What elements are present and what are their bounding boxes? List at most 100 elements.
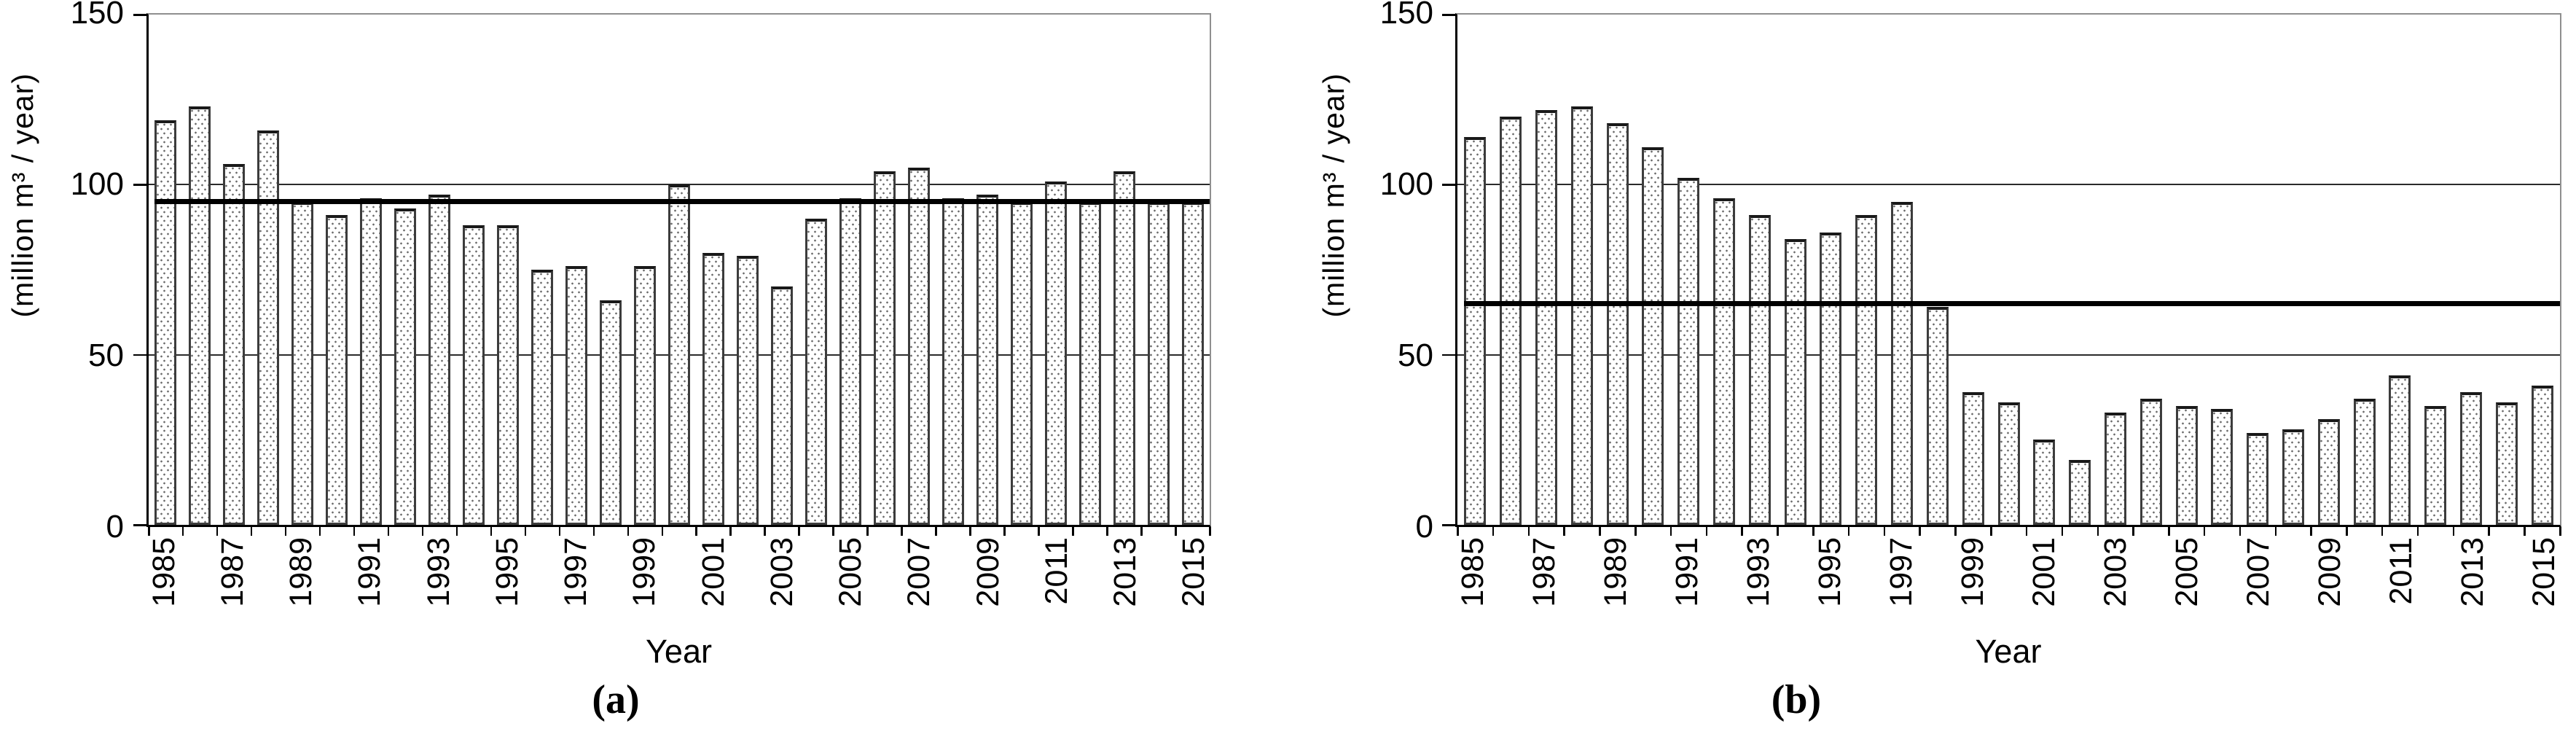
x-tick-label-2003: 2003	[2097, 537, 2133, 607]
bar-1991	[360, 198, 383, 525]
bar-1997	[565, 266, 588, 525]
x-axis-tick	[524, 527, 527, 536]
bar-2011	[2389, 375, 2411, 525]
x-axis-tick	[969, 527, 971, 536]
y-tick-label-50: 50	[88, 338, 124, 373]
x-axis-tick	[558, 527, 561, 536]
y-tick-label-100: 100	[70, 166, 124, 202]
x-axis-tick	[695, 527, 697, 536]
x-axis-tick	[1954, 527, 1957, 536]
bar-2010	[2353, 399, 2376, 525]
x-axis-tick	[1072, 527, 1074, 536]
x-axis-tick	[2239, 527, 2242, 536]
bar-2015	[1181, 201, 1204, 525]
bar-2002	[2069, 460, 2091, 525]
x-axis-tick	[2061, 527, 2064, 536]
y-axis-tick	[133, 354, 146, 356]
bar-2009	[2317, 419, 2340, 525]
bar-1988	[257, 130, 280, 525]
x-axis-tick	[216, 527, 219, 536]
x-axis-tick	[1106, 527, 1108, 536]
x-axis-tick	[1741, 527, 1743, 536]
bar-1998	[1926, 307, 1949, 525]
x-axis-tick	[1777, 527, 1779, 536]
x-axis-title: Year	[646, 633, 712, 670]
x-axis-tick	[1812, 527, 1814, 536]
bar-2001	[2033, 440, 2056, 525]
bar-1999	[634, 266, 657, 525]
x-axis-tick	[1705, 527, 1708, 536]
x-axis-tick	[764, 527, 766, 536]
bar-2005	[2175, 405, 2198, 525]
x-tick-label-1991: 1991	[1669, 537, 1705, 607]
y-axis-tick	[133, 184, 146, 186]
x-axis-tick	[2025, 527, 2028, 536]
chart-panel-b: (million m³ / year) 0 50 100 150 1985 1987 19…	[1288, 0, 2576, 753]
x-axis-tick	[866, 527, 869, 536]
x-tick-label-1991: 1991	[352, 537, 388, 607]
x-axis-tick	[1635, 527, 1637, 536]
x-tick-label-1995: 1995	[489, 537, 525, 607]
x-axis-tick	[1175, 527, 1177, 536]
y-axis-tick	[133, 14, 146, 16]
x-tick-label-1989: 1989	[283, 537, 319, 607]
x-tick-label-1989: 1989	[1598, 537, 1634, 607]
bar-2006	[2211, 409, 2234, 525]
x-axis-tick	[729, 527, 732, 536]
bar-2013	[1113, 171, 1135, 525]
x-axis-tick	[627, 527, 630, 536]
x-axis-tick	[2132, 527, 2134, 536]
x-axis-tick	[2203, 527, 2206, 536]
bar-2010	[1010, 201, 1033, 525]
bar-1995	[1820, 232, 1842, 525]
bar-1998	[600, 300, 622, 525]
x-axis-tick	[1492, 527, 1495, 536]
x-axis-tick	[2310, 527, 2312, 536]
x-axis-tick	[1003, 527, 1006, 536]
x-axis-tick	[2452, 527, 2455, 536]
panel-caption-b: (b)	[1771, 677, 1822, 722]
x-axis-tick	[455, 527, 458, 536]
bar-2008	[2282, 429, 2304, 525]
y-axis-tick-labels: 0 50 100 150	[0, 0, 124, 543]
y-axis-tick	[1442, 524, 1455, 526]
gridline-100	[1457, 184, 2560, 186]
x-axis-tick	[318, 527, 321, 536]
x-axis-tick	[2168, 527, 2170, 536]
x-axis-tick	[2274, 527, 2277, 536]
x-axis-tick	[901, 527, 903, 536]
x-axis-tick	[148, 527, 150, 536]
x-axis-tick	[2097, 527, 2099, 536]
bar-1992	[1713, 198, 1736, 525]
x-tick-label-1993: 1993	[420, 537, 456, 607]
x-axis-tick	[1457, 527, 1459, 536]
bar-1985	[1464, 137, 1487, 525]
bar-1986	[189, 106, 211, 525]
bar-1985	[154, 120, 177, 525]
bar-1994	[1784, 239, 1806, 525]
x-axis-tick	[1990, 527, 1992, 536]
x-tick-label-2015: 2015	[1176, 537, 1212, 607]
x-axis-tick	[284, 527, 287, 536]
bar-2006	[873, 171, 896, 525]
x-tick-label-2011: 2011	[1038, 537, 1074, 605]
bar-2009	[976, 195, 998, 525]
bar-2011	[1044, 181, 1067, 525]
bar-1990	[1642, 147, 1664, 525]
bar-1991	[1677, 178, 1700, 525]
x-tick-label-1997: 1997	[1884, 537, 1919, 607]
bar-2003	[770, 286, 793, 525]
x-tick-label-2011: 2011	[2383, 537, 2419, 605]
bar-2000	[1997, 402, 2020, 525]
x-tick-label-2005: 2005	[833, 537, 869, 607]
x-axis-tick	[832, 527, 834, 536]
x-tick-label-2009: 2009	[2311, 537, 2347, 607]
chart-panel-a: (million m³ / year) 0 50 100 150 1985 1987 19…	[0, 0, 1212, 722]
bar-2013	[2459, 392, 2482, 525]
x-axis-tick	[1669, 527, 1672, 536]
x-tick-label-2013: 2013	[2454, 537, 2490, 607]
bar-1989	[1606, 123, 1629, 525]
bar-1995	[497, 225, 520, 525]
x-axis-tick	[2488, 527, 2490, 536]
